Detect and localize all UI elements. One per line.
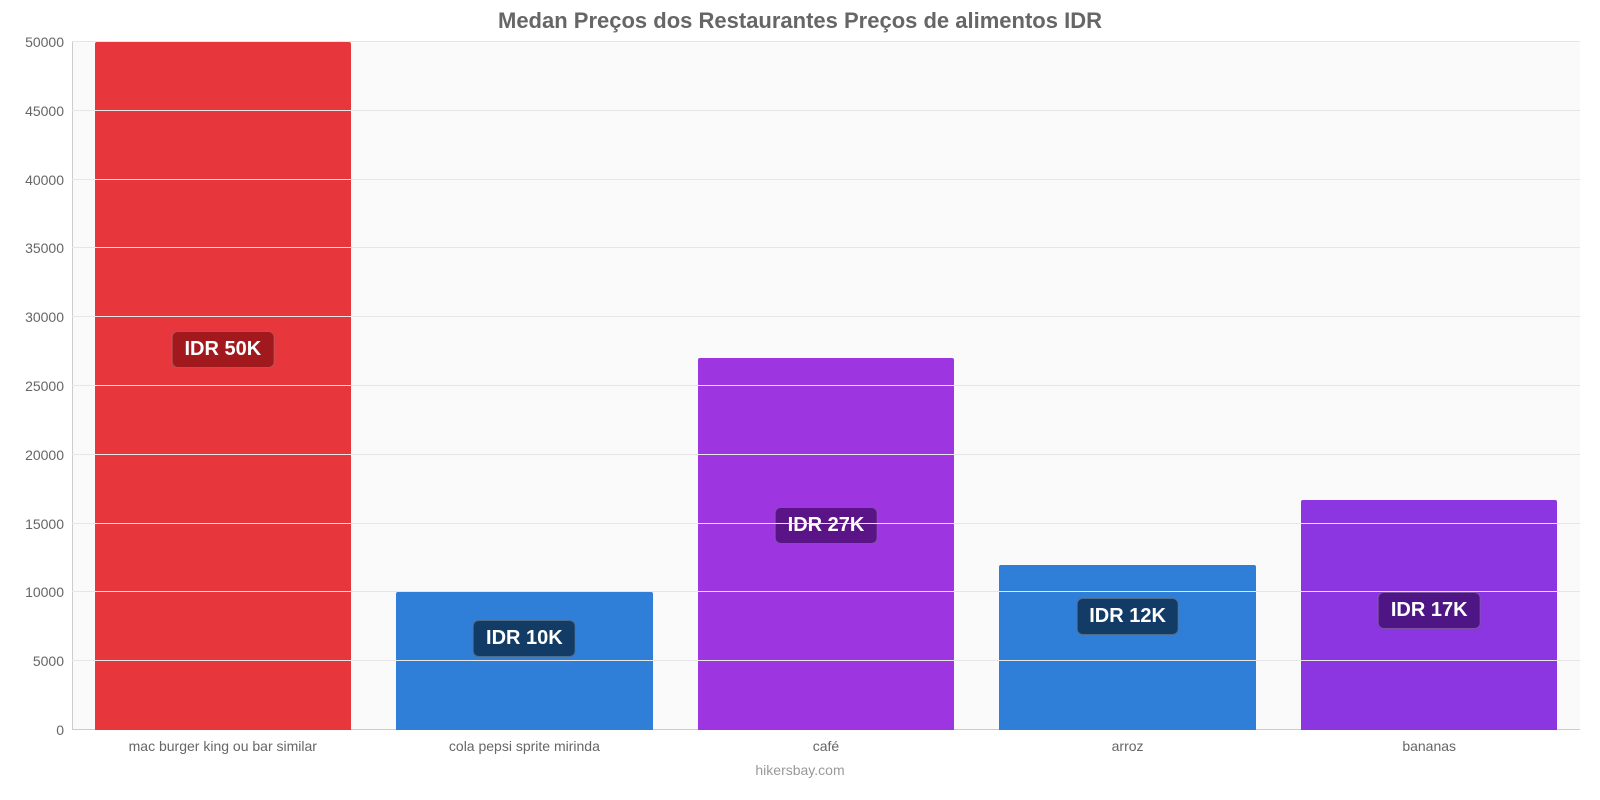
y-tick-label: 15000 [25,516,72,532]
y-tick-label: 20000 [25,447,72,463]
bar: IDR 12K [999,565,1255,730]
y-tick-label: 45000 [25,103,72,119]
plot-area: IDR 50Kmac burger king ou bar similarIDR… [72,42,1580,730]
bar-slot: IDR 27Kcafé [675,42,977,730]
x-tick-label: bananas [1402,730,1456,754]
x-tick-label: cola pepsi sprite mirinda [449,730,600,754]
chart-title: Medan Preços dos Restaurantes Preços de … [0,8,1600,34]
bar: IDR 27K [698,358,954,730]
bar-value-label: IDR 17K [1378,592,1481,629]
bar-slot: IDR 12Karroz [977,42,1279,730]
x-tick-label: café [813,730,839,754]
gridline [72,179,1580,180]
bar-value-label: IDR 12K [1076,598,1179,635]
gridline [72,591,1580,592]
bar-slot: IDR 10Kcola pepsi sprite mirinda [374,42,676,730]
y-tick-label: 25000 [25,378,72,394]
x-tick-label: arroz [1112,730,1144,754]
price-chart: Medan Preços dos Restaurantes Preços de … [0,0,1600,800]
gridline [72,385,1580,386]
y-tick-label: 0 [56,722,72,738]
bar: IDR 50K [95,42,351,730]
y-tick-label: 30000 [25,309,72,325]
gridline [72,454,1580,455]
bar-value-label: IDR 50K [171,331,274,368]
y-tick-label: 35000 [25,240,72,256]
bar-slot: IDR 17Kbananas [1278,42,1580,730]
gridline [72,523,1580,524]
bar-value-label: IDR 10K [473,620,576,657]
bar-slots: IDR 50Kmac burger king ou bar similarIDR… [72,42,1580,730]
attribution-text: hikersbay.com [0,762,1600,778]
y-tick-label: 10000 [25,584,72,600]
gridline [72,316,1580,317]
gridline [72,660,1580,661]
gridline [72,247,1580,248]
bar-value-label: IDR 27K [775,507,878,544]
y-tick-label: 50000 [25,34,72,50]
gridline [72,110,1580,111]
bar-slot: IDR 50Kmac burger king ou bar similar [72,42,374,730]
gridline [72,41,1580,42]
y-tick-label: 40000 [25,172,72,188]
bar: IDR 17K [1301,500,1557,730]
bar: IDR 10K [396,592,652,730]
x-tick-label: mac burger king ou bar similar [129,730,317,754]
y-tick-label: 5000 [33,653,72,669]
